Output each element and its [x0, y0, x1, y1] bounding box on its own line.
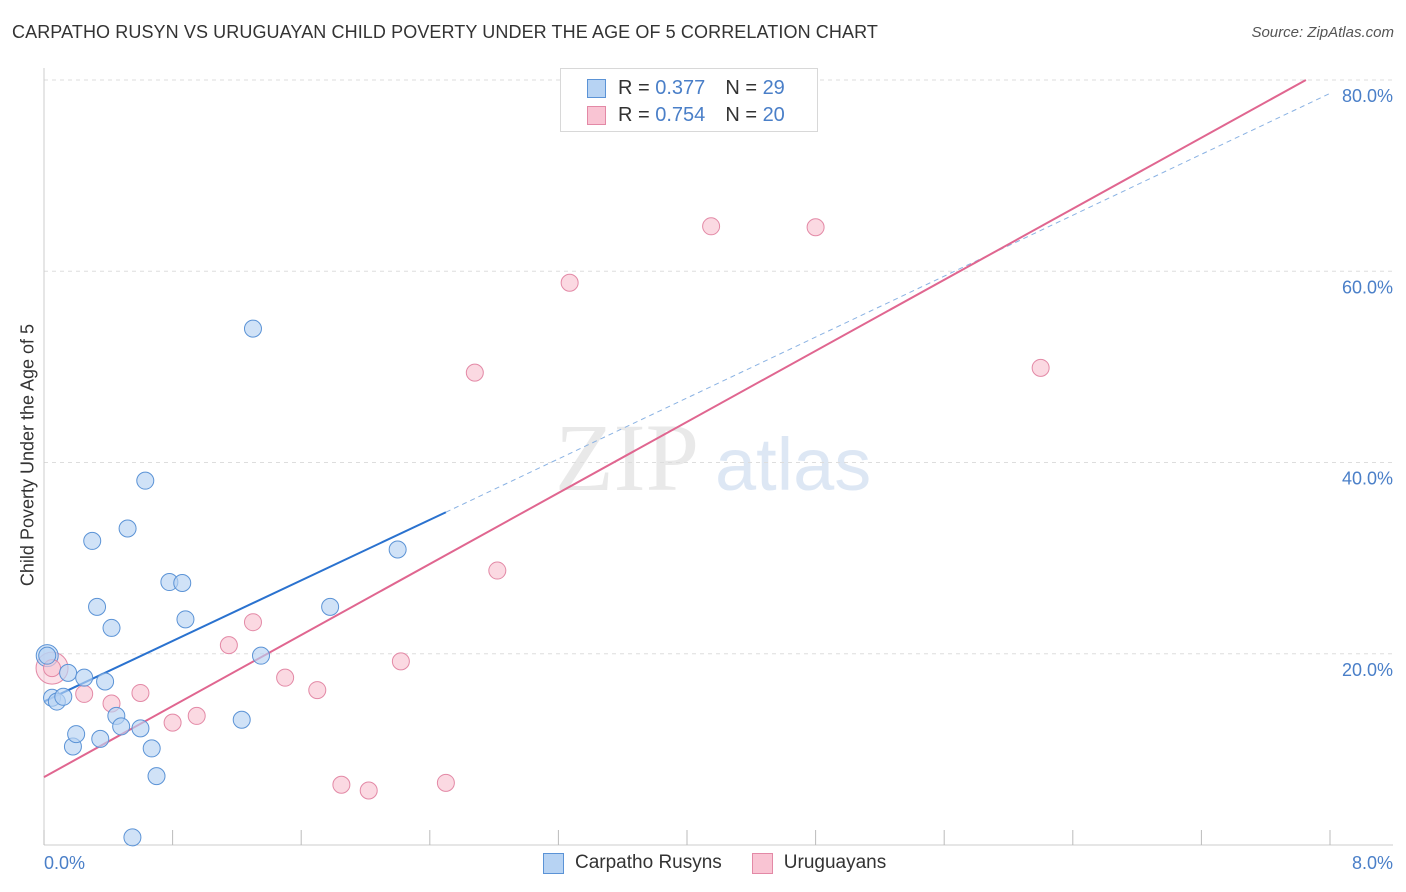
data-points [36, 218, 1049, 846]
stats-legend: R = 0.377 N = 29 R = 0.754 N = 20 [560, 68, 818, 132]
data-point-carpatho-rusyns [124, 829, 141, 846]
data-point-uruguayans [703, 218, 720, 235]
data-point-carpatho-rusyns [39, 647, 56, 664]
legend-swatch-blue [587, 79, 606, 98]
data-point-carpatho-rusyns [55, 688, 72, 705]
gridlines [44, 80, 1393, 654]
data-point-uruguayans [807, 219, 824, 236]
series-legend: Carpatho Rusyns Uruguayans [543, 852, 916, 874]
data-point-uruguayans [437, 774, 454, 791]
legend-row-uruguayan: R = 0.754 N = 20 [587, 104, 785, 127]
data-point-carpatho-rusyns [103, 619, 120, 636]
y-tick-label: 40.0% [1342, 469, 1393, 489]
data-point-uruguayans [1032, 359, 1049, 376]
data-point-carpatho-rusyns [97, 673, 114, 690]
data-point-carpatho-rusyns [148, 768, 165, 785]
data-point-carpatho-rusyns [92, 730, 109, 747]
legend-item-uruguayans: Uruguayans [752, 852, 886, 874]
legend-r-value: 0.377 [655, 77, 705, 100]
data-point-carpatho-rusyns [84, 532, 101, 549]
data-point-uruguayans [466, 364, 483, 381]
data-point-uruguayans [333, 776, 350, 793]
data-point-carpatho-rusyns [113, 718, 130, 735]
data-point-uruguayans [489, 562, 506, 579]
data-point-carpatho-rusyns [119, 520, 136, 537]
legend-r-label: R = [618, 104, 650, 127]
data-point-carpatho-rusyns [244, 320, 261, 337]
data-point-carpatho-rusyns [233, 711, 250, 728]
legend-label: Uruguayans [784, 852, 886, 874]
legend-r-value: 0.754 [655, 104, 705, 127]
data-point-carpatho-rusyns [322, 598, 339, 615]
legend-swatch-blue [543, 853, 564, 874]
data-point-uruguayans [220, 637, 237, 654]
legend-r-label: R = [618, 77, 650, 100]
data-point-carpatho-rusyns [60, 664, 77, 681]
data-point-carpatho-rusyns [143, 740, 160, 757]
x-tick-label-max: 8.0% [1352, 853, 1393, 873]
legend-n-label: N = [725, 77, 757, 100]
data-point-carpatho-rusyns [253, 647, 270, 664]
legend-swatch-pink [587, 106, 606, 125]
data-point-uruguayans [132, 684, 149, 701]
data-point-uruguayans [76, 685, 93, 702]
data-point-carpatho-rusyns [137, 472, 154, 489]
data-point-uruguayans [561, 274, 578, 291]
data-point-carpatho-rusyns [174, 574, 191, 591]
data-point-uruguayans [360, 782, 377, 799]
y-tick-label: 60.0% [1342, 277, 1393, 297]
watermark-zip: ZIP [555, 404, 699, 511]
data-point-carpatho-rusyns [389, 541, 406, 558]
y-tick-label: 80.0% [1342, 86, 1393, 106]
watermark-atlas: atlas [715, 423, 871, 506]
x-ticks [44, 830, 1330, 845]
data-point-uruguayans [309, 682, 326, 699]
legend-row-rusyn: R = 0.377 N = 29 [587, 77, 785, 100]
trend-line-uruguayans [44, 80, 1306, 777]
data-point-uruguayans [188, 707, 205, 724]
legend-n-label: N = [725, 104, 757, 127]
scatter-plot: ZIP atlas 20.0% 40.0% 60.0% 80.0% 0.0% 8.0% [0, 0, 1406, 892]
legend-item-carpatho-rusyns: Carpatho Rusyns [543, 852, 722, 874]
y-tick-labels: 20.0% 40.0% 60.0% 80.0% [1342, 86, 1393, 680]
data-point-carpatho-rusyns [132, 720, 149, 737]
legend-swatch-pink [752, 853, 773, 874]
data-point-carpatho-rusyns [68, 726, 85, 743]
data-point-carpatho-rusyns [177, 611, 194, 628]
data-point-uruguayans [392, 653, 409, 670]
legend-n-value: 29 [763, 77, 785, 100]
data-point-carpatho-rusyns [76, 669, 93, 686]
data-point-uruguayans [277, 669, 294, 686]
data-point-uruguayans [164, 714, 181, 731]
legend-n-value: 20 [763, 104, 785, 127]
y-tick-label: 20.0% [1342, 660, 1393, 680]
x-tick-label-min: 0.0% [44, 853, 85, 873]
data-point-carpatho-rusyns [89, 598, 106, 615]
legend-label: Carpatho Rusyns [575, 852, 722, 874]
watermark: ZIP atlas [555, 404, 871, 511]
trend-line-extension-carpatho-rusyns [446, 93, 1330, 512]
data-point-uruguayans [244, 614, 261, 631]
